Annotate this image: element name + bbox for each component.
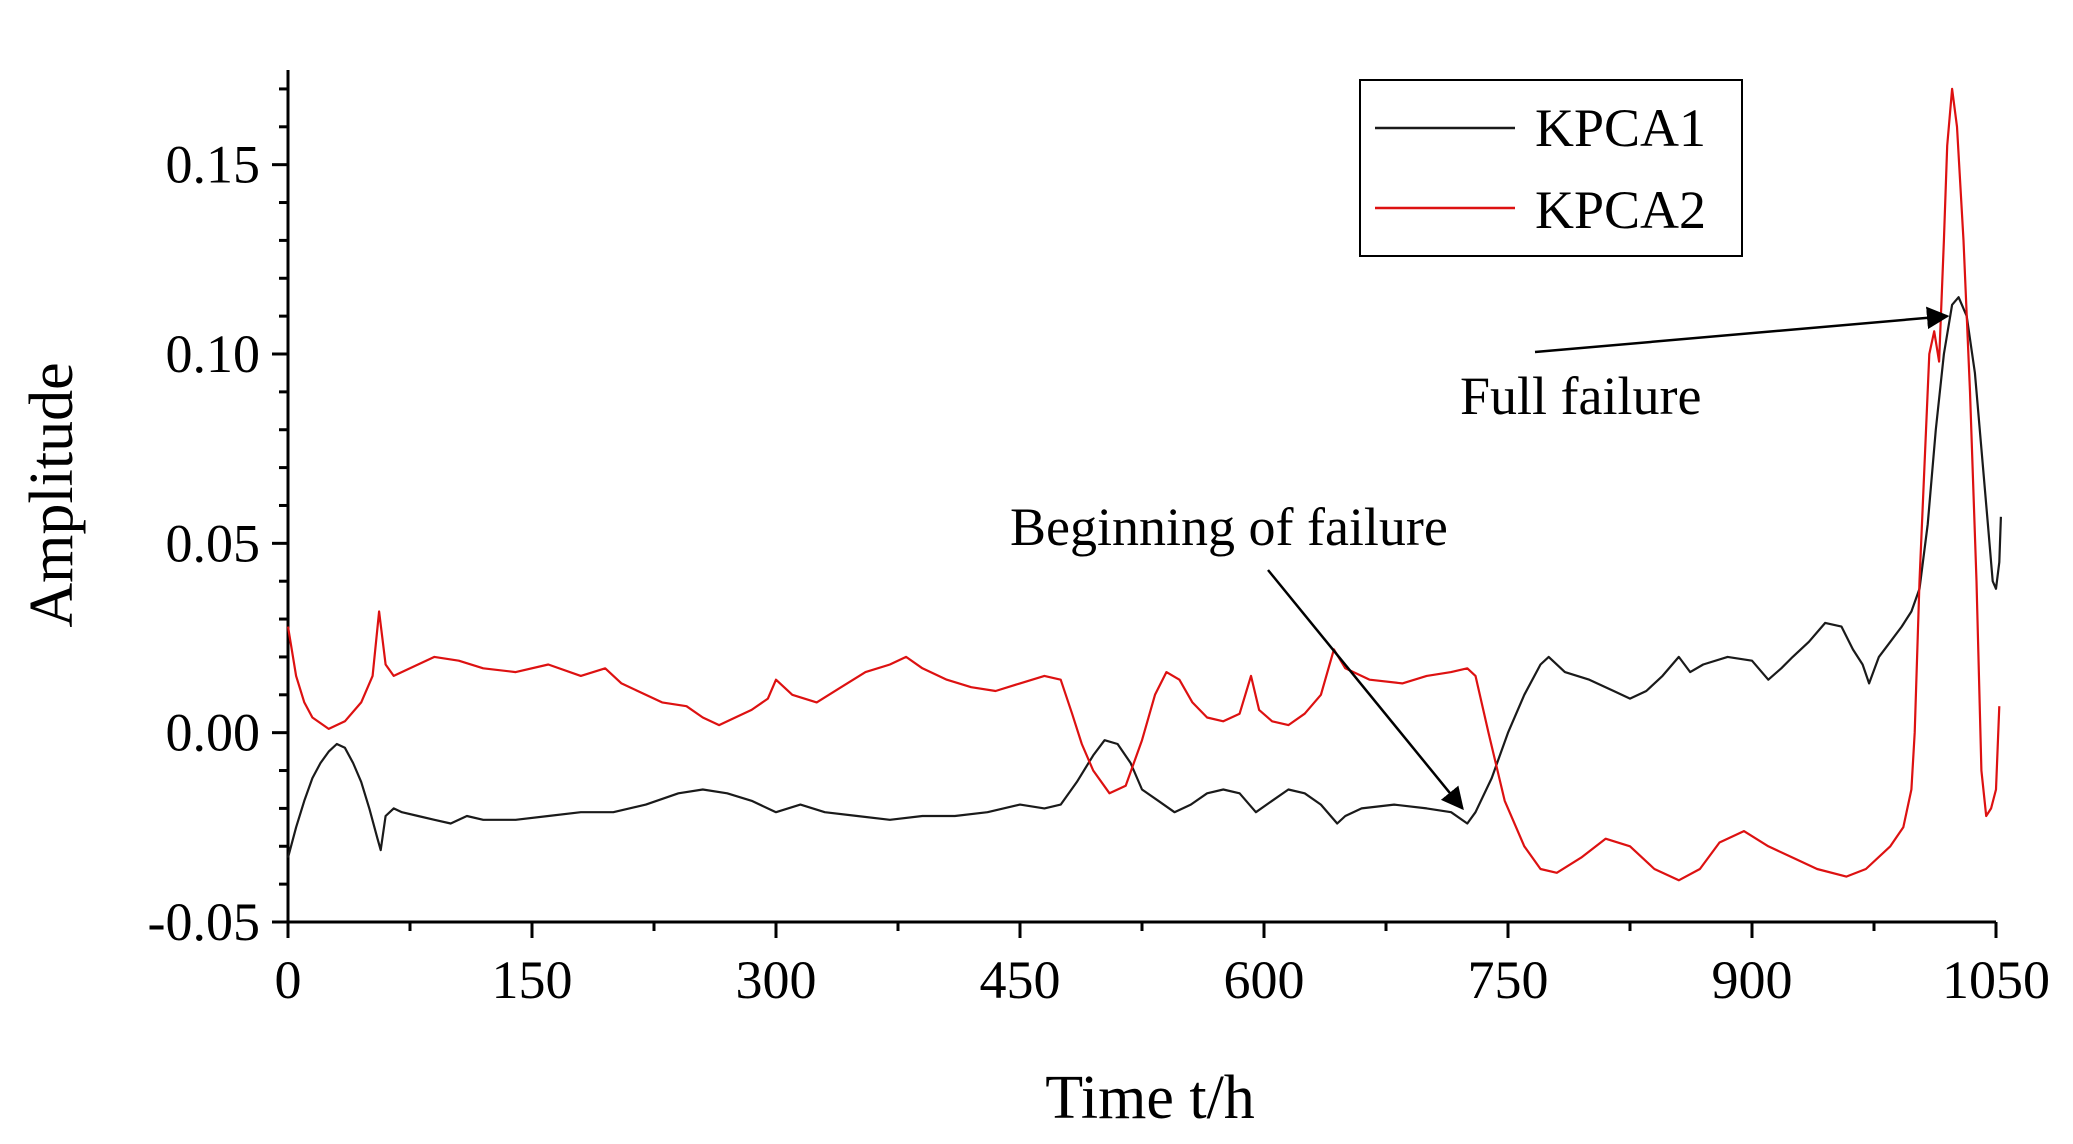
x-tick-label: 900: [1712, 950, 1793, 1010]
annotation-arrow-beginning-of-failure: [1267, 569, 1464, 811]
legend-box: [1359, 79, 1743, 257]
annotation-full-failure: Full failure: [1460, 366, 1701, 426]
x-tick-label: 600: [1224, 950, 1305, 1010]
legend: KPCA1 KPCA2: [1359, 79, 1743, 257]
annotation-arrow-full-failure: [1534, 306, 1950, 354]
x-tick-label: 300: [736, 950, 817, 1010]
series-line-kpca2: [286, 87, 2001, 882]
legend-label-kpca1: KPCA1: [1535, 98, 1706, 158]
y-tick-label: 0.00: [166, 703, 261, 763]
series-line-kpca1: [286, 296, 2002, 858]
y-axis-title: Amplitude: [18, 362, 86, 627]
x-tick-label: 1050: [1942, 950, 2050, 1010]
x-tick-label: 450: [980, 950, 1061, 1010]
y-tick-label: 0.05: [166, 513, 261, 573]
y-tick-label: -0.05: [148, 892, 260, 952]
y-tick-label: 0.10: [166, 324, 261, 384]
x-ticks: 0 150 300 450 600 750 900 1050: [275, 922, 2050, 1010]
y-tick-label: 0.15: [166, 135, 261, 195]
y-ticks: -0.05 0.00 0.05 0.10 0.15: [148, 87, 288, 952]
annotation-beginning-of-failure: Beginning of failure: [1010, 497, 1448, 557]
x-axis-title: Time t/h: [1045, 1064, 1255, 1132]
x-tick-label: 150: [492, 950, 573, 1010]
legend-label-kpca2: KPCA2: [1535, 180, 1706, 240]
x-tick-label: 0: [275, 950, 302, 1010]
x-tick-label: 750: [1468, 950, 1549, 1010]
